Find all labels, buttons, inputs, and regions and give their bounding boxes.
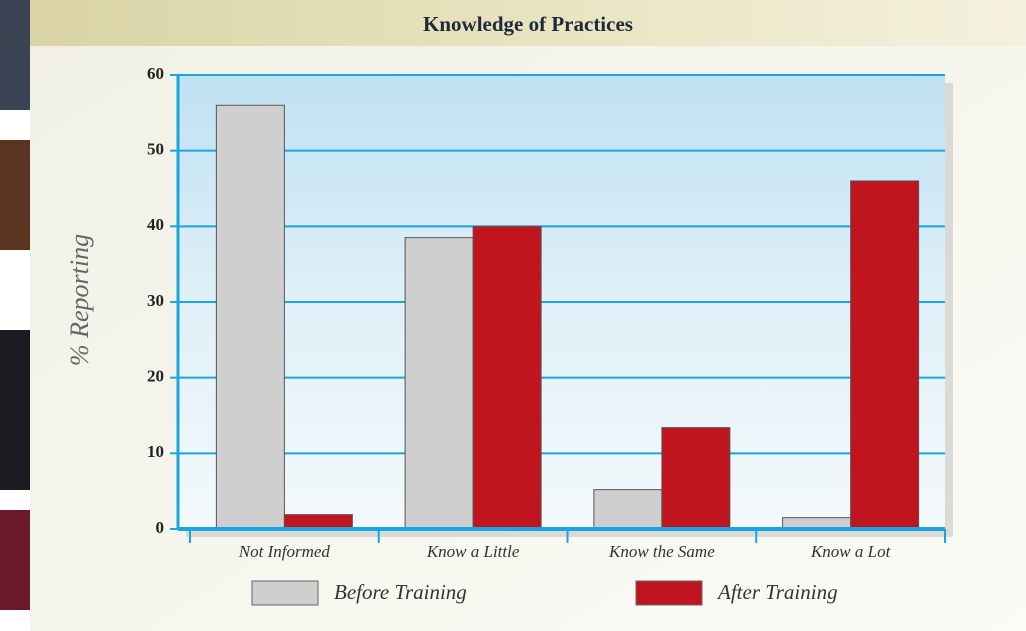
- bar: [661, 427, 731, 530]
- y-tick-label: 30: [147, 291, 164, 310]
- y-tick-label: 0: [156, 518, 165, 537]
- legend-label: After Training: [716, 580, 838, 604]
- bar: [215, 104, 285, 530]
- y-tick-label: 20: [147, 367, 164, 386]
- side-photo: [0, 330, 30, 490]
- side-photo: [0, 140, 30, 250]
- bar: [404, 237, 474, 530]
- legend-label: Before Training: [334, 580, 467, 604]
- side-photo: [0, 0, 30, 110]
- y-tick-label: 50: [147, 140, 164, 159]
- y-tick-label: 60: [147, 64, 164, 83]
- legend-swatch: [251, 580, 319, 606]
- x-tick-label: Know a Little: [426, 542, 520, 561]
- bar: [472, 225, 542, 530]
- x-tick-label: Know the Same: [608, 542, 715, 561]
- title-bar: [30, 0, 1026, 46]
- y-tick-label: 40: [147, 215, 164, 234]
- y-axis-label: % Reporting: [65, 234, 94, 366]
- x-tick-label: Not Informed: [238, 542, 331, 561]
- legend-swatch: [635, 580, 703, 606]
- bar: [593, 489, 663, 530]
- chart-title: Knowledge of Practices: [423, 12, 633, 36]
- side-photo: [0, 510, 30, 610]
- bar: [850, 180, 920, 530]
- bar: [283, 514, 353, 530]
- x-tick-label: Know a Lot: [810, 542, 892, 561]
- y-tick-label: 10: [147, 442, 164, 461]
